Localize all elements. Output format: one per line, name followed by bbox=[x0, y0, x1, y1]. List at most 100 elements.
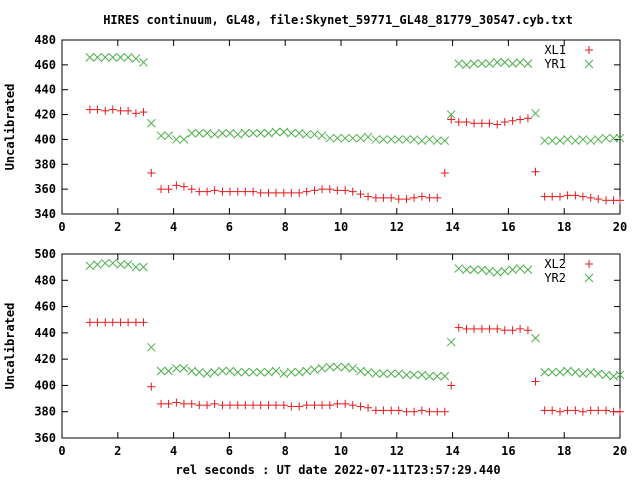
data-point bbox=[279, 188, 288, 197]
data-point bbox=[379, 135, 388, 144]
data-point bbox=[531, 108, 540, 118]
data-point bbox=[602, 406, 611, 415]
data-point bbox=[454, 59, 464, 68]
data-point bbox=[540, 406, 549, 415]
x-tick-label: 16 bbox=[501, 220, 515, 234]
data-point bbox=[432, 136, 442, 146]
data-point bbox=[203, 401, 212, 410]
data-point bbox=[93, 318, 102, 327]
data-point bbox=[556, 192, 565, 201]
legend-marker bbox=[585, 46, 593, 54]
data-point bbox=[256, 128, 266, 138]
x-tick-label: 12 bbox=[390, 220, 404, 234]
data-point bbox=[317, 131, 327, 141]
data-point bbox=[294, 367, 304, 377]
data-point bbox=[556, 407, 565, 416]
data-point bbox=[233, 367, 243, 377]
data-point bbox=[440, 168, 449, 177]
data-point bbox=[469, 265, 479, 275]
data-point bbox=[492, 268, 502, 277]
data-point bbox=[249, 401, 258, 410]
data-point bbox=[325, 362, 335, 372]
data-point bbox=[500, 118, 509, 127]
data-point bbox=[139, 318, 148, 327]
x-tick-label: 4 bbox=[170, 444, 177, 458]
data-point bbox=[156, 131, 166, 141]
data-point bbox=[241, 401, 250, 410]
data-point bbox=[348, 363, 358, 373]
data-point bbox=[210, 399, 219, 408]
data-point bbox=[531, 333, 540, 343]
data-point bbox=[340, 362, 350, 372]
data-point bbox=[124, 106, 133, 115]
data-point bbox=[594, 195, 603, 204]
data-point bbox=[210, 130, 219, 139]
data-point bbox=[157, 399, 166, 408]
data-point bbox=[202, 128, 212, 138]
data-point bbox=[386, 369, 396, 378]
data-point bbox=[394, 195, 403, 204]
data-point bbox=[108, 318, 117, 327]
data-point bbox=[333, 186, 342, 195]
data-point bbox=[240, 367, 250, 377]
data-point bbox=[493, 324, 502, 333]
data-point bbox=[302, 130, 312, 139]
y-tick-label: 380 bbox=[34, 157, 56, 171]
plot-frame bbox=[61, 39, 621, 215]
data-point bbox=[440, 407, 449, 416]
data-point bbox=[310, 365, 319, 375]
data-point bbox=[333, 133, 342, 143]
data-point bbox=[446, 110, 456, 119]
data-point bbox=[225, 128, 235, 138]
data-point bbox=[578, 192, 587, 201]
data-point bbox=[179, 182, 188, 191]
data-point bbox=[531, 377, 540, 386]
data-point bbox=[508, 59, 517, 68]
x-tick-label: 6 bbox=[226, 220, 233, 234]
data-point bbox=[593, 135, 603, 144]
data-point bbox=[571, 136, 580, 146]
data-point bbox=[172, 398, 181, 407]
data-point bbox=[523, 265, 533, 275]
x-tick-label: 20 bbox=[613, 444, 627, 458]
data-point bbox=[417, 192, 426, 201]
data-point bbox=[256, 188, 265, 197]
data-point bbox=[93, 260, 102, 269]
data-point bbox=[523, 326, 532, 335]
data-point bbox=[616, 196, 624, 205]
data-point bbox=[325, 401, 334, 410]
data-point bbox=[371, 135, 381, 144]
data-point bbox=[225, 401, 234, 410]
data-point bbox=[195, 187, 204, 196]
data-point bbox=[470, 324, 479, 333]
y-tick-label: 460 bbox=[34, 58, 56, 72]
y-tick-label: 360 bbox=[34, 431, 56, 445]
data-point bbox=[500, 58, 510, 67]
x-axis-label: rel seconds : UT date 2022-07-11T23:57:2… bbox=[175, 463, 500, 477]
data-point bbox=[547, 367, 557, 377]
data-point bbox=[100, 258, 110, 268]
data-point bbox=[317, 363, 327, 373]
data-point bbox=[108, 105, 117, 114]
x-tick-label: 14 bbox=[445, 220, 459, 234]
data-point bbox=[271, 127, 281, 137]
data-point bbox=[279, 127, 289, 137]
data-point bbox=[302, 187, 311, 196]
data-point bbox=[578, 135, 588, 144]
data-point bbox=[218, 401, 227, 410]
data-point bbox=[146, 342, 156, 352]
data-point bbox=[116, 318, 125, 327]
x-tick-label: 0 bbox=[58, 444, 65, 458]
data-point bbox=[485, 266, 494, 276]
data-point bbox=[409, 135, 419, 144]
data-point bbox=[348, 187, 357, 196]
data-point bbox=[410, 193, 419, 202]
legend-marker bbox=[585, 260, 593, 268]
data-point bbox=[371, 369, 381, 378]
x-tick-label: 4 bbox=[170, 220, 177, 234]
data-point bbox=[500, 266, 510, 276]
data-point bbox=[547, 136, 557, 146]
series-XL1 bbox=[85, 105, 624, 205]
data-point bbox=[248, 128, 258, 138]
x-tick-label: 2 bbox=[114, 444, 121, 458]
